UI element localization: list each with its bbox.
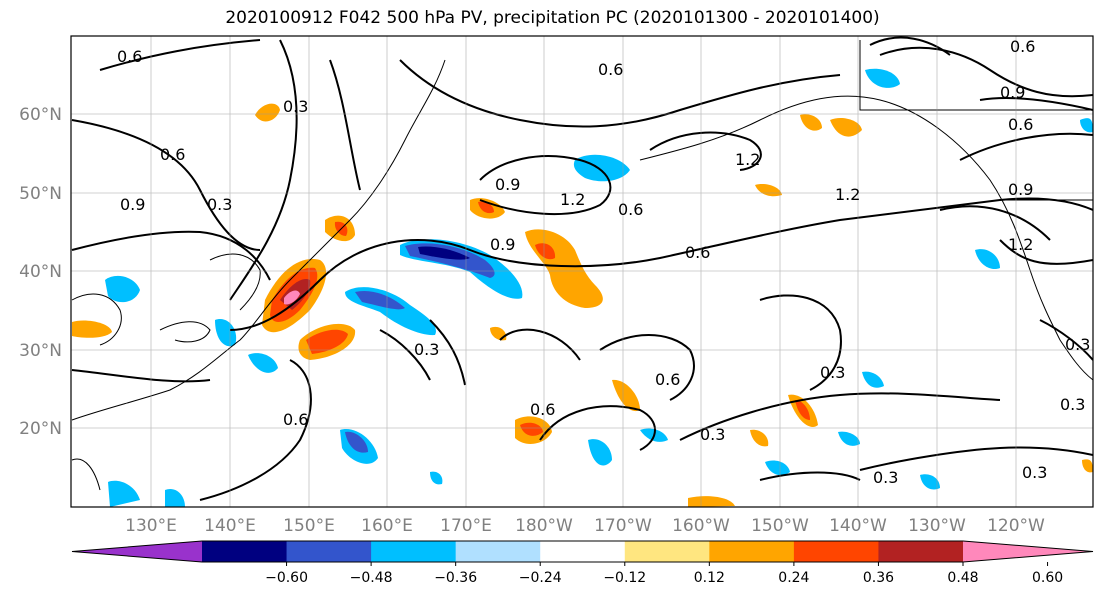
lon-label: 120°W: [987, 516, 1045, 536]
colorbar-segment: [793, 541, 879, 562]
contour-label: 0.3: [414, 340, 439, 359]
contour-label: 0.3: [873, 468, 898, 487]
lat-label: 60°N: [19, 105, 62, 125]
map-frame: [70, 35, 1094, 508]
contour-label: 0.6: [655, 370, 680, 389]
lon-label: 140°W: [829, 516, 887, 536]
contour-label: 0.6: [283, 410, 308, 429]
grid-lines: [71, 36, 1093, 507]
contour-label: 0.6: [530, 400, 555, 419]
lon-label: 170°E: [440, 516, 492, 536]
contour-label: 0.3: [207, 195, 232, 214]
contour-label: 0.6: [618, 200, 643, 219]
contour-label: 0.3: [1065, 335, 1090, 354]
colorbar-tick-label: 0.60: [1032, 570, 1063, 586]
latitude-labels: 60°N 50°N 40°N 30°N 20°N: [19, 105, 62, 439]
contour-label: 0.9: [1008, 180, 1033, 199]
colorbar-tick-label: 0.36: [863, 570, 894, 586]
contour-label: 1.2: [1008, 235, 1033, 254]
contour-label: 0.3: [283, 97, 308, 116]
colorbar-tick-label: −0.48: [350, 570, 393, 586]
contour-label: 1.2: [735, 150, 760, 169]
lat-label: 40°N: [19, 262, 62, 282]
colorbar-segment: [202, 541, 288, 562]
colorbar-segment: [455, 541, 541, 562]
contour-label: 0.6: [598, 60, 623, 79]
colorbar-tick-label: −0.24: [519, 570, 562, 586]
lon-label: 150°E: [283, 516, 335, 536]
lon-label: 130°E: [125, 516, 177, 536]
colorbar-segment: [624, 541, 710, 562]
pv-contours: [71, 36, 1093, 501]
contour-label: 0.3: [700, 425, 725, 444]
lon-label: 180°W: [515, 516, 573, 536]
lat-label: 20°N: [19, 419, 62, 439]
colorbar-segment: [540, 541, 626, 562]
contour-label: 0.6: [1008, 115, 1033, 134]
colorbar-extend-high: [963, 541, 1093, 562]
colorbar-segment: [286, 541, 372, 562]
contour-label: 1.2: [560, 190, 585, 209]
colorbar-tick-label: −0.60: [265, 570, 308, 586]
lat-label: 50°N: [19, 184, 62, 204]
colorbar: −0.60 −0.48 −0.36 −0.24 −0.12 0.12 0.24 0.36 0.4…: [71, 540, 1094, 586]
contour-label: 0.9: [495, 175, 520, 194]
colorbar-segment: [878, 541, 964, 562]
colorbar-tick-label: 0.24: [778, 570, 809, 586]
colorbar-tick-label: −0.36: [434, 570, 477, 586]
contour-label: 0.3: [1022, 463, 1047, 482]
contour-label: 0.6: [160, 145, 185, 164]
longitude-labels: 130°E 140°E 150°E 160°E 170°E 180°W 170°…: [125, 516, 1045, 536]
lon-label: 150°W: [751, 516, 809, 536]
contour-label: 0.3: [820, 363, 845, 382]
contour-label: 0.6: [1010, 37, 1035, 56]
colorbar-segment: [709, 541, 795, 562]
contour-label: 0.6: [117, 47, 142, 66]
colorbar-segment: [371, 541, 457, 562]
lon-label: 130°W: [908, 516, 966, 536]
colorbar-outline: [71, 540, 1094, 563]
lon-label: 140°E: [204, 516, 256, 536]
lat-label: 30°N: [19, 341, 62, 361]
contour-label: 0.9: [1000, 83, 1025, 102]
colorbar-tick-label: 0.48: [947, 570, 978, 586]
contour-label: 0.3: [1060, 395, 1085, 414]
lon-label: 170°W: [594, 516, 652, 536]
contour-label: 1.2: [835, 185, 860, 204]
colorbar-tick-label: 0.12: [694, 570, 725, 586]
colorbar-extend-low: [72, 541, 202, 562]
lon-label: 160°E: [361, 516, 413, 536]
lon-label: 160°W: [672, 516, 730, 536]
contour-label: 0.6: [685, 243, 710, 262]
contour-label-group: 0.6 0.3 0.6 0.9 0.3 0.9 1.2 0.9 0.6 1.2 …: [117, 37, 1090, 487]
contour-label: 0.9: [490, 235, 515, 254]
colorbar-tick-label: −0.12: [603, 570, 646, 586]
chart-title: 2020100912 F042 500 hPa PV, precipitatio…: [225, 8, 880, 28]
contour-label: 0.9: [120, 195, 145, 214]
